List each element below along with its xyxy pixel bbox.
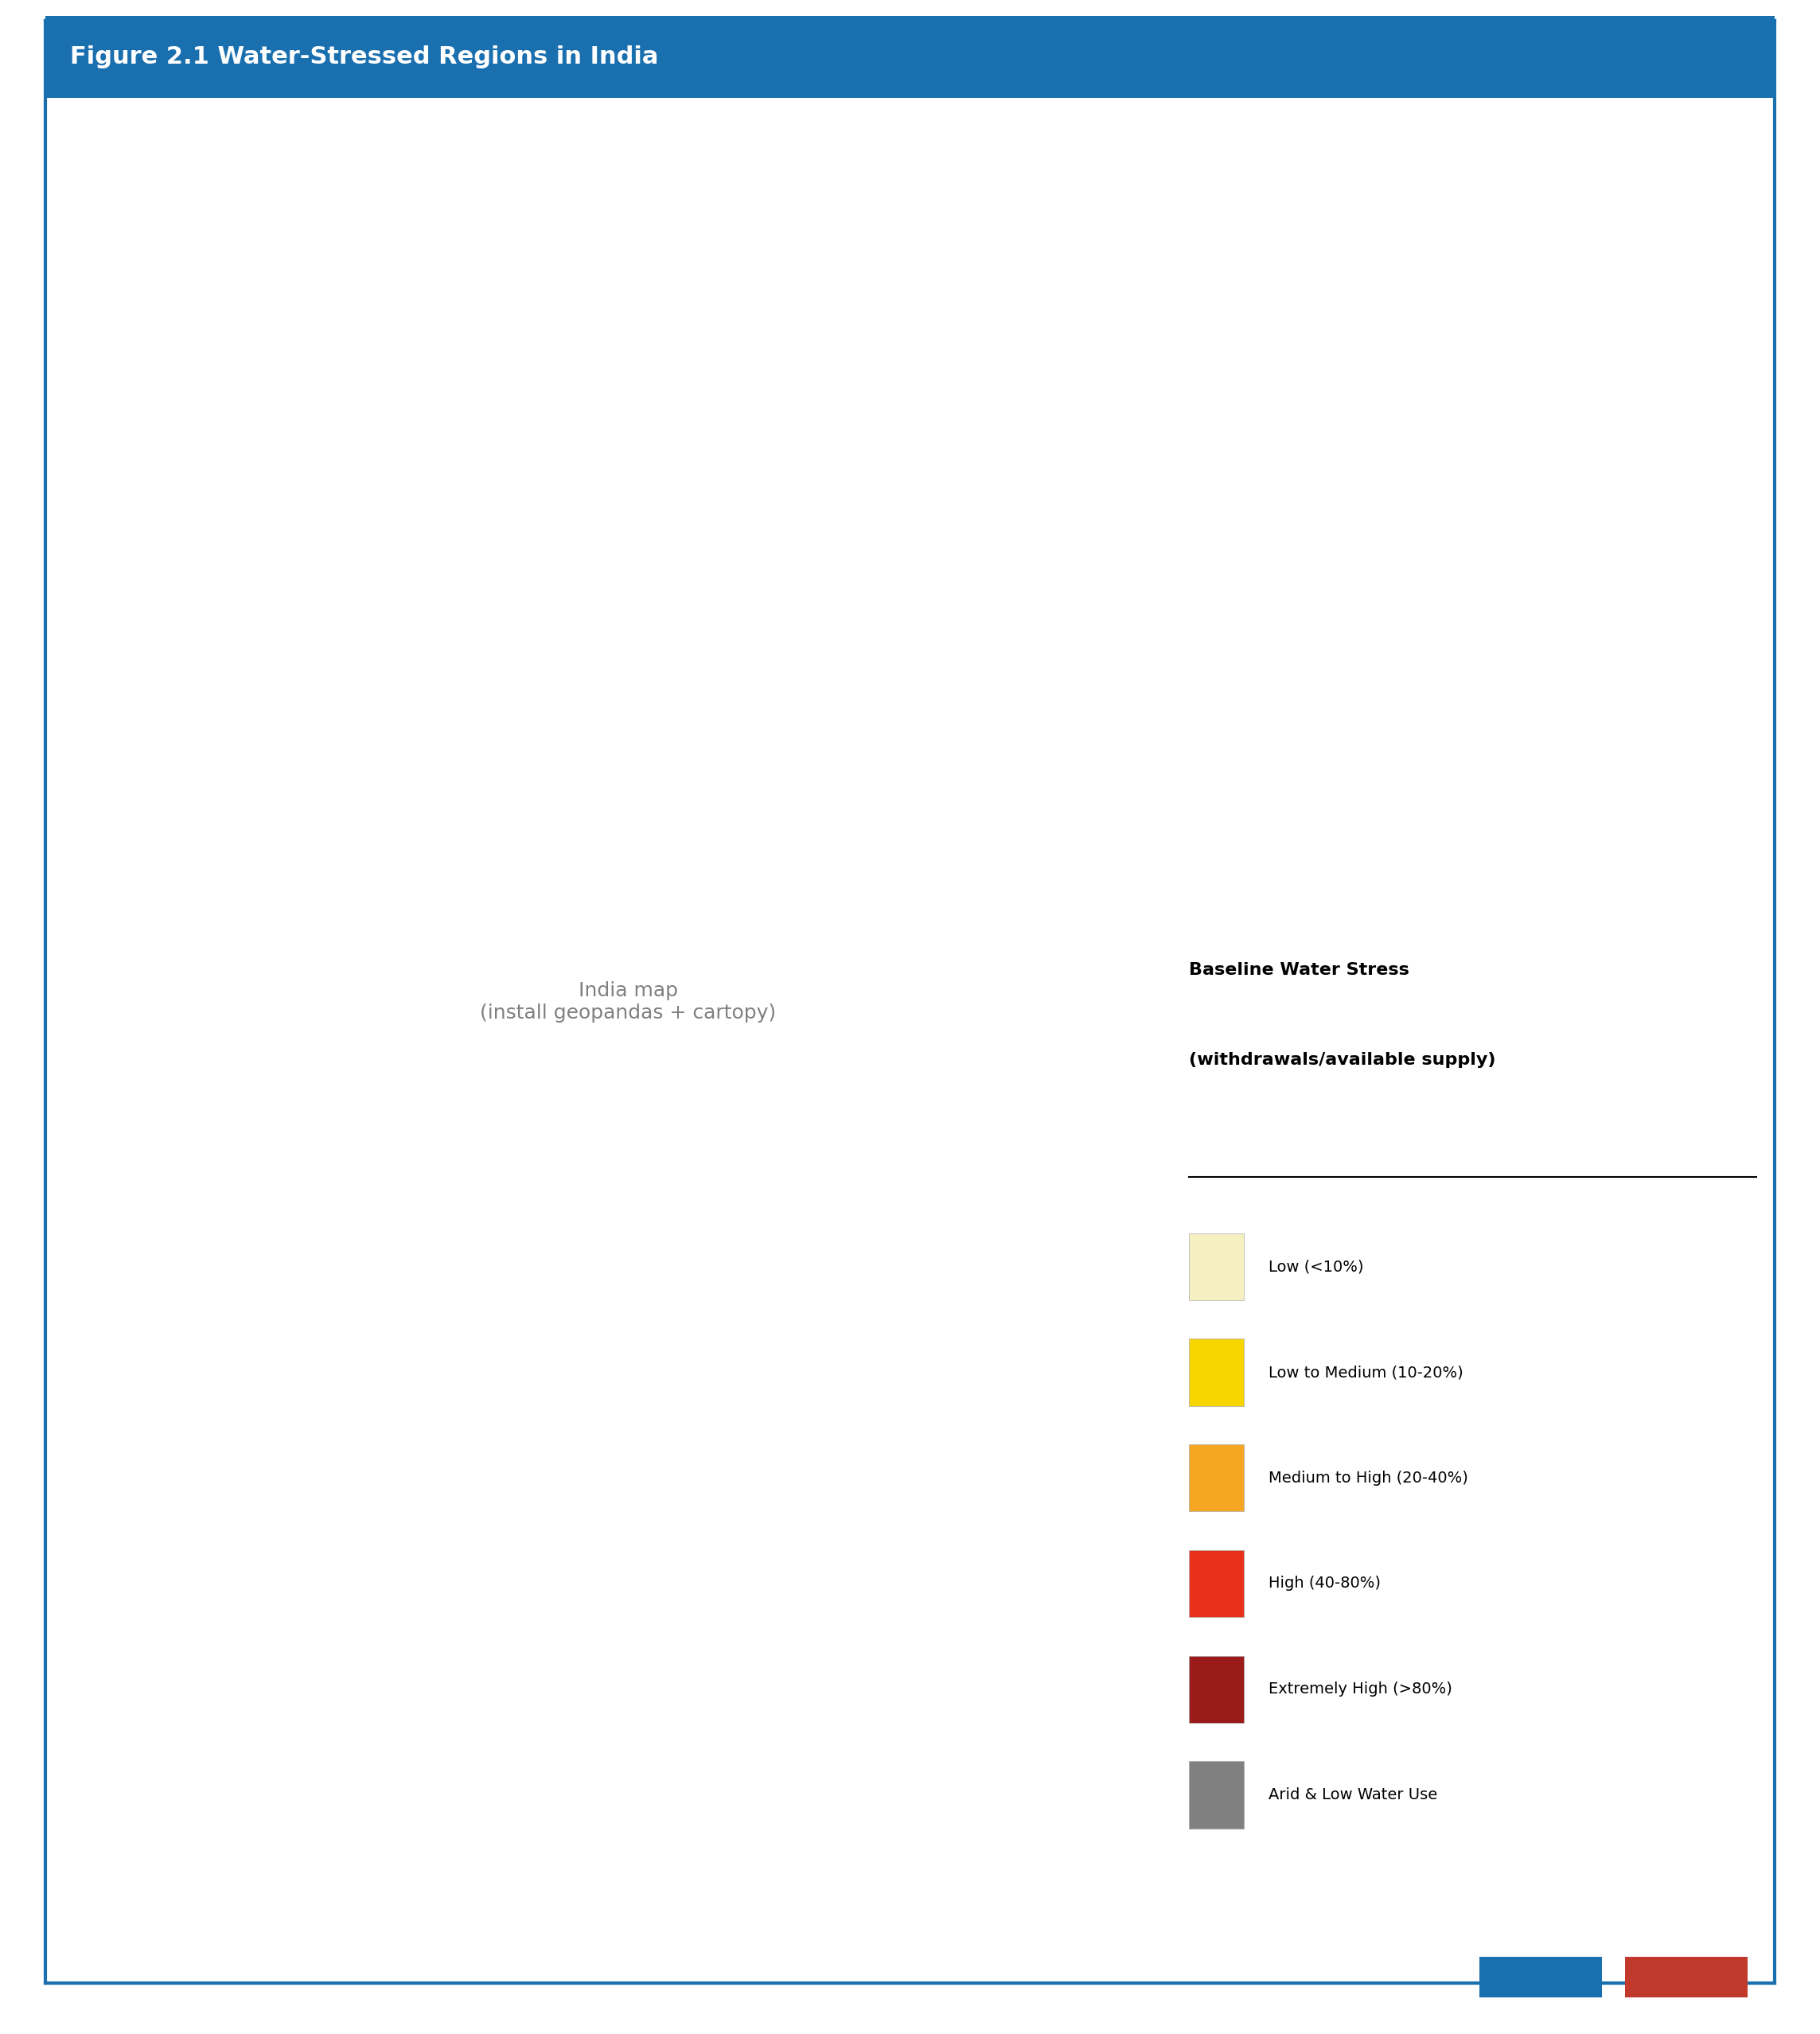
Bar [1188, 1656, 1245, 1723]
Text: Figure 2.1 Water-Stressed Regions in India: Figure 2.1 Water-Stressed Regions in Ind… [69, 45, 659, 69]
Bar [1625, 1957, 1747, 1997]
Text: High (40-80%): High (40-80%) [1269, 1576, 1381, 1591]
Text: Low to Medium (10-20%): Low to Medium (10-20%) [1269, 1365, 1463, 1379]
Bar [1188, 1233, 1245, 1300]
Text: Extremely High (>80%): Extremely High (>80%) [1269, 1682, 1452, 1696]
Text: (withdrawals/available supply): (withdrawals/available supply) [1188, 1052, 1496, 1068]
Text: Medium to High (20-40%): Medium to High (20-40%) [1269, 1471, 1469, 1485]
Bar [1188, 1444, 1245, 1511]
Text: Baseline Water Stress: Baseline Water Stress [1188, 962, 1409, 978]
Bar [1188, 1338, 1245, 1405]
Bar [1480, 1957, 1602, 1997]
Bar [1188, 1550, 1245, 1617]
Text: India map
(install geopandas + cartopy): India map (install geopandas + cartopy) [480, 980, 775, 1023]
Bar [1188, 1761, 1245, 1829]
Text: Low (<10%): Low (<10%) [1269, 1259, 1363, 1275]
Text: Arid & Low Water Use: Arid & Low Water Use [1269, 1788, 1438, 1802]
